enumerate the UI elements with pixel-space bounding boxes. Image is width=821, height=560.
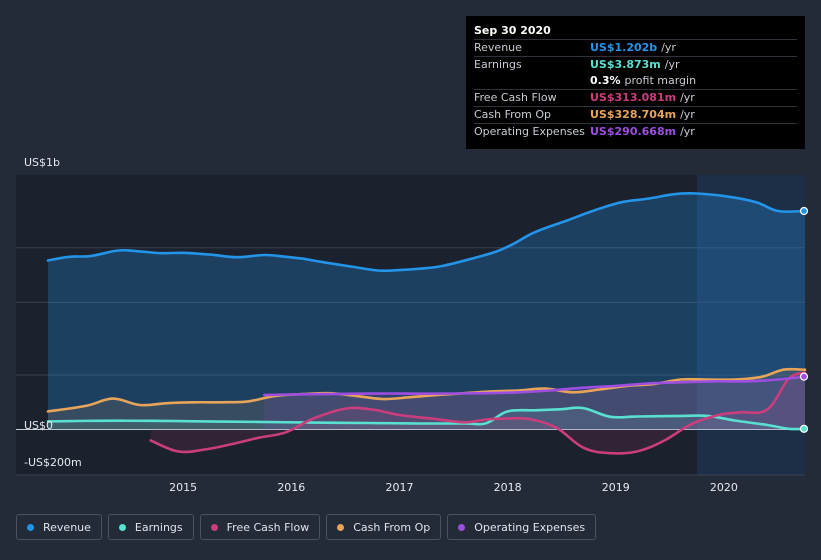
- tooltip-unit: /yr: [664, 58, 680, 71]
- tooltip-label: Free Cash Flow: [474, 91, 557, 104]
- legend-dot-icon: [118, 523, 126, 531]
- legend-dot-icon: [27, 523, 34, 531]
- tooltip-unit: /yr: [680, 91, 695, 104]
- tooltip-unit: /yr: [661, 41, 676, 54]
- legend-label: Cash From Op: [353, 520, 431, 534]
- tooltip-row-operating-expenses: Operating Expenses US$290.668m /yr: [474, 123, 797, 140]
- tooltip-label: Revenue: [474, 41, 522, 54]
- y-axis-label: -US$200m: [24, 456, 82, 469]
- tooltip-row-revenue: Revenue US$1.202b /yr: [474, 39, 797, 56]
- area-revenue: [48, 193, 805, 430]
- endpoint-earnings: [799, 424, 809, 433]
- area-cash-from-op: [48, 369, 805, 430]
- tooltip-row-profit-margin: 0.3% profit margin: [474, 73, 797, 89]
- gridlines: [16, 247, 805, 476]
- legend-label: Revenue: [43, 520, 91, 534]
- x-tick-label: 2018: [494, 481, 522, 494]
- tooltip-label: Cash From Op: [474, 108, 552, 121]
- legend-item-revenue[interactable]: Revenue: [16, 514, 102, 540]
- x-tick-label: 2019: [602, 481, 630, 494]
- tooltip-panel: Sep 30 2020 Revenue US$1.202b /yr Earnin…: [466, 16, 805, 149]
- tooltip-value: US$1.202b: [590, 41, 658, 54]
- line-free-cash-flow: [149, 371, 807, 455]
- tooltip-label: Operating Expenses: [474, 125, 585, 138]
- legend-label: Earnings: [134, 520, 183, 534]
- tooltip-value: US$3.873m: [590, 58, 661, 71]
- y-axis-label: US$0: [24, 419, 53, 432]
- area-earnings: [48, 407, 805, 430]
- line-cash-from-op: [46, 367, 807, 413]
- line-revenue: [46, 191, 807, 273]
- legend-item-operating-expenses[interactable]: Operating Expenses: [447, 514, 597, 540]
- tooltip-row-free-cash-flow: Free Cash Flow US$313.081m /yr: [474, 89, 797, 106]
- plot-background: [16, 175, 805, 475]
- legend-item-cash-from-op[interactable]: Cash From Op: [326, 514, 442, 540]
- line-operating-expenses: [263, 375, 807, 397]
- tooltip-unit: profit margin: [624, 74, 697, 87]
- legend-item-earnings[interactable]: Earnings: [107, 514, 194, 540]
- x-tick-label: 2020: [710, 481, 738, 494]
- legend-dot-icon: [337, 523, 345, 531]
- legend-dot-icon: [458, 523, 466, 531]
- area-free-cash-flow: [150, 372, 805, 454]
- tooltip-unit: /yr: [680, 125, 695, 138]
- legend-label: Operating Expenses: [474, 520, 586, 534]
- series-lines: [46, 191, 807, 455]
- tooltip-value: US$313.081m: [590, 91, 677, 104]
- line-earnings: [46, 406, 807, 431]
- endpoint-operating-expenses: [799, 372, 809, 381]
- x-tick-label: 2016: [277, 481, 305, 494]
- tooltip-row-cash-from-op: Cash From Op US$328.704m /yr: [474, 106, 797, 123]
- legend-dot-icon: [210, 523, 218, 531]
- tooltip-unit: /yr: [680, 108, 695, 121]
- tooltip-label: [474, 73, 590, 89]
- legend-label: Free Cash Flow: [226, 520, 310, 534]
- tooltip-value: US$290.668m: [590, 125, 677, 138]
- series-areas: [48, 193, 805, 454]
- series-endpoints: [799, 206, 809, 433]
- y-axis-labels: US$1b US$0 -US$200m: [24, 156, 82, 469]
- tooltip-label: Earnings: [474, 58, 522, 71]
- tooltip-title: Sep 30 2020: [474, 24, 551, 37]
- legend: Revenue Earnings Free Cash Flow Cash Fro…: [16, 514, 597, 540]
- endpoint-revenue: [799, 206, 809, 216]
- y-axis-label: US$1b: [24, 156, 60, 169]
- tooltip-value: US$328.704m: [590, 108, 677, 121]
- x-axis-labels: 2015 2016 2017 2018 2019 2020: [169, 481, 738, 494]
- tooltip-row-earnings: Earnings US$3.873m /yr: [474, 56, 797, 73]
- tooltip-value: 0.3%: [590, 74, 621, 87]
- x-tick-label: 2017: [385, 481, 413, 494]
- legend-item-free-cash-flow[interactable]: Free Cash Flow: [199, 514, 321, 540]
- x-tick-label: 2015: [169, 481, 197, 494]
- forecast-region: [696, 175, 805, 475]
